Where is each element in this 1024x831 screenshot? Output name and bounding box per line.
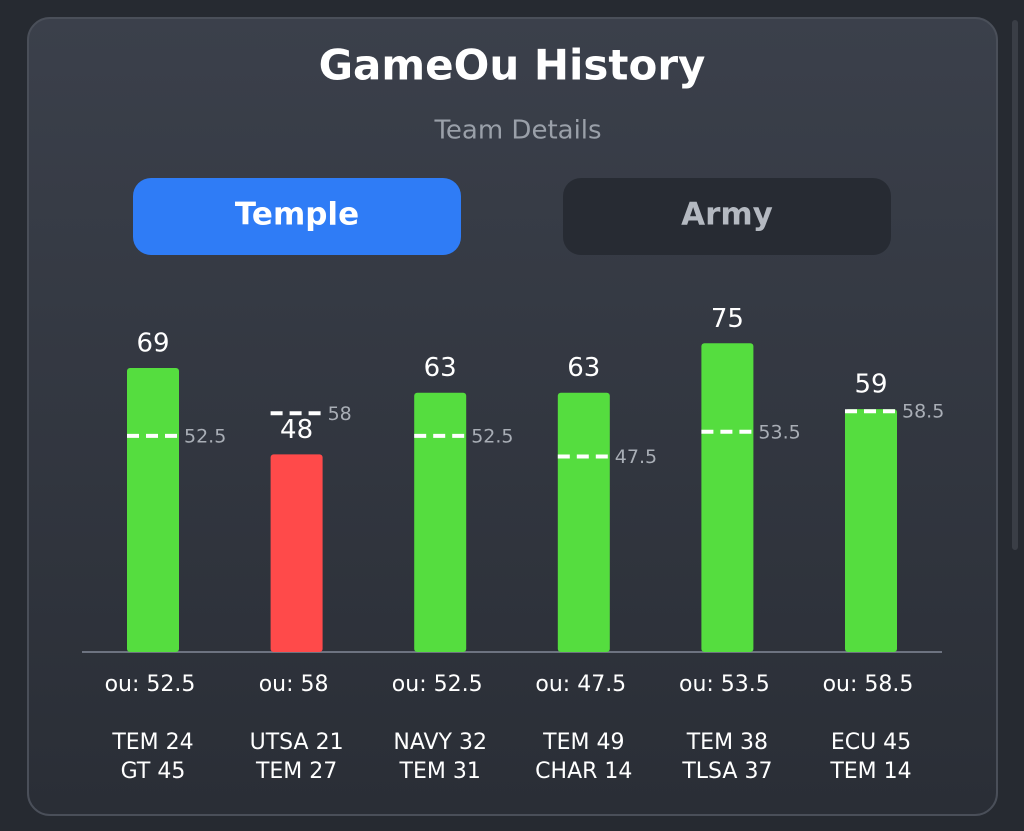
ou-label: ou: 58 xyxy=(259,672,329,697)
value-label: 63 xyxy=(424,353,457,383)
tab-label[interactable]: Army xyxy=(681,197,773,233)
bar xyxy=(557,392,610,652)
title: GameOu History xyxy=(319,41,706,90)
value-label: 75 xyxy=(711,304,744,334)
matchup-label: TEM 24 xyxy=(111,730,193,755)
ou-value-label: 53.5 xyxy=(758,421,800,443)
value-label: 69 xyxy=(136,328,169,358)
subtitle: Team Details xyxy=(433,116,601,146)
ou-label: ou: 52.5 xyxy=(105,672,196,697)
bar xyxy=(127,367,179,652)
tab-button[interactable] xyxy=(133,178,461,255)
ou-label: ou: 47.5 xyxy=(535,672,626,697)
ou-value-label: 52.5 xyxy=(471,425,513,447)
scrollbar xyxy=(1012,20,1018,550)
matchup-label: TEM 14 xyxy=(829,759,911,784)
matchup-label: CHAR 14 xyxy=(535,759,632,784)
value-label: 48 xyxy=(280,415,313,445)
bar xyxy=(270,454,323,652)
ou-label: ou: 58.5 xyxy=(823,672,914,697)
matchup-label: TLSA 37 xyxy=(681,759,772,784)
matchup-label: TEM 49 xyxy=(542,730,624,755)
tab-label[interactable]: Temple xyxy=(235,197,359,233)
matchup-label: TEM 27 xyxy=(255,759,337,784)
value-label: 59 xyxy=(854,370,887,400)
bar xyxy=(845,409,897,652)
bar xyxy=(701,343,754,652)
ou-value-label: 47.5 xyxy=(615,446,657,468)
ou-label: ou: 52.5 xyxy=(392,672,483,697)
matchup-label: NAVY 32 xyxy=(393,730,487,755)
matchup-label: ECU 45 xyxy=(831,730,911,755)
ou-label: ou: 53.5 xyxy=(679,672,770,697)
ou-value-label: 52.5 xyxy=(184,425,226,447)
value-label: 63 xyxy=(567,353,600,383)
tab-button[interactable] xyxy=(563,178,891,255)
bar xyxy=(414,392,467,652)
ou-value-label: 58 xyxy=(328,403,352,425)
matchup-label: TEM 38 xyxy=(686,730,768,755)
matchup-label: GT 45 xyxy=(121,759,186,784)
ou-value-label: 58.5 xyxy=(902,401,944,423)
matchup-label: UTSA 21 xyxy=(250,730,344,755)
matchup-label: TEM 31 xyxy=(399,759,481,784)
